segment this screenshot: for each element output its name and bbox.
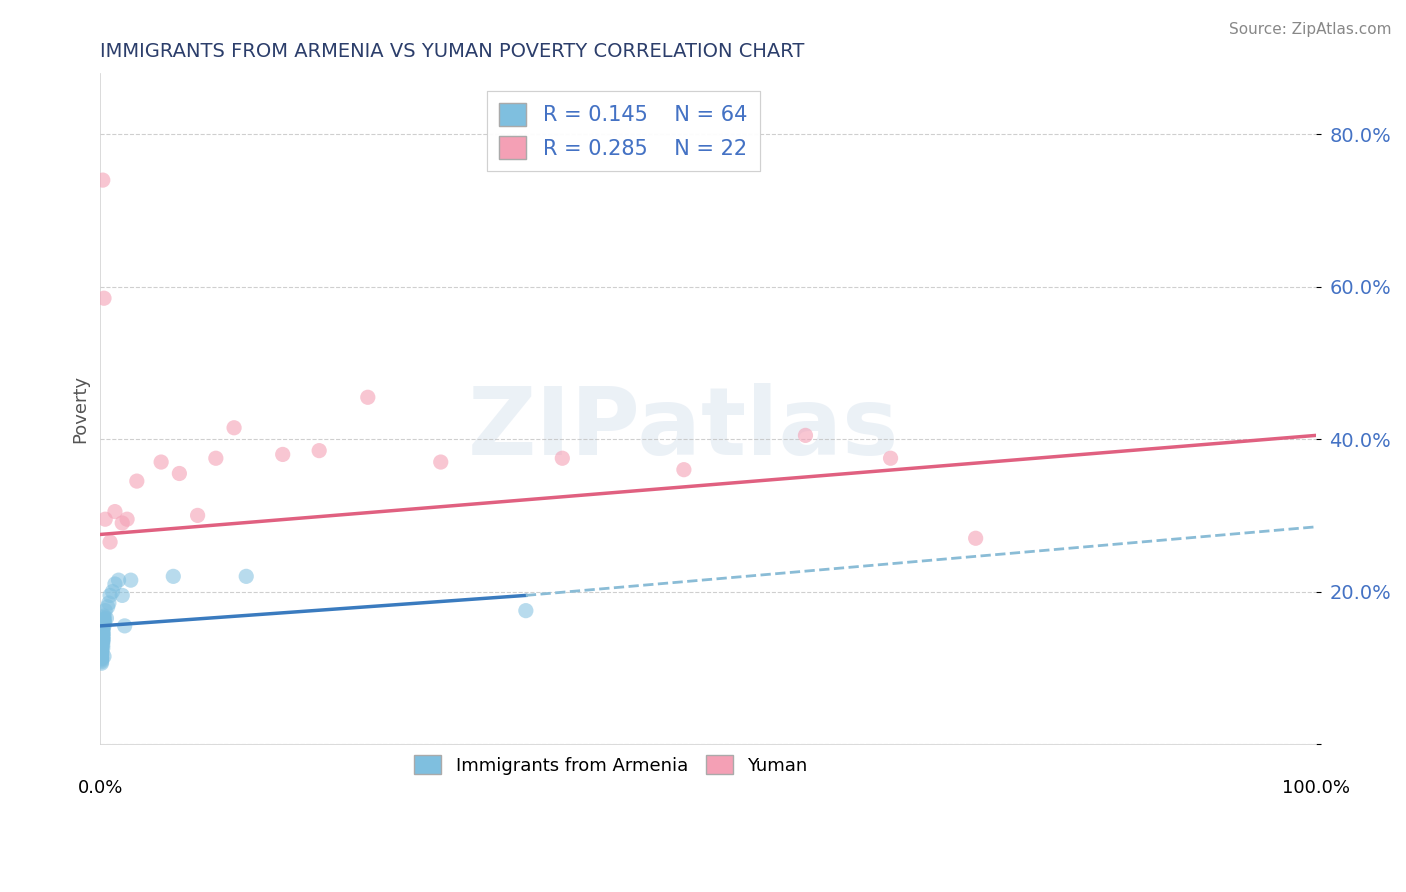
Point: [93, 291, 115, 305]
Point: [308, 443, 330, 458]
Point: [93, 615, 115, 629]
Text: IMMIGRANTS FROM ARMENIA VS YUMAN POVERTY CORRELATION CHART: IMMIGRANTS FROM ARMENIA VS YUMAN POVERTY…: [100, 42, 804, 61]
Point: [91, 618, 114, 632]
Point: [97, 596, 120, 610]
Point: [111, 588, 134, 602]
Point: [150, 455, 173, 469]
Point: [91, 630, 114, 644]
Point: [187, 508, 209, 523]
Point: [91, 632, 114, 646]
Point: [120, 573, 142, 587]
Point: [90, 641, 112, 656]
Point: [90, 626, 112, 640]
Point: [90, 646, 112, 660]
Point: [115, 512, 138, 526]
Point: [90, 651, 112, 665]
Point: [91, 627, 114, 641]
Point: [222, 421, 245, 435]
Point: [91, 630, 114, 644]
Point: [91, 632, 114, 646]
Y-axis label: Poverty: Poverty: [72, 375, 89, 442]
Text: ZIPatlas: ZIPatlas: [468, 383, 900, 475]
Point: [91, 625, 114, 640]
Point: [965, 531, 987, 545]
Point: [91, 633, 114, 648]
Point: [91, 638, 114, 652]
Text: 0.0%: 0.0%: [77, 779, 124, 797]
Point: [104, 577, 127, 591]
Point: [107, 573, 129, 587]
Point: [125, 474, 148, 488]
Point: [879, 451, 901, 466]
Point: [91, 640, 114, 655]
Point: [90, 644, 112, 658]
Point: [90, 655, 112, 669]
Point: [235, 569, 257, 583]
Point: [90, 636, 112, 650]
Point: [97, 599, 120, 614]
Point: [94, 512, 117, 526]
Point: [162, 569, 184, 583]
Point: [91, 627, 114, 641]
Point: [90, 650, 112, 665]
Point: [90, 648, 112, 663]
Point: [93, 649, 115, 664]
Point: [114, 619, 136, 633]
Point: [90, 644, 112, 658]
Point: [93, 614, 115, 628]
Point: [91, 624, 114, 639]
Point: [90, 640, 112, 654]
Point: [111, 516, 134, 530]
Point: [271, 447, 294, 461]
Point: [90, 651, 112, 665]
Point: [104, 505, 127, 519]
Point: [429, 455, 451, 469]
Point: [169, 467, 191, 481]
Legend: R = 0.145    N = 64, R = 0.285    N = 22: R = 0.145 N = 64, R = 0.285 N = 22: [486, 91, 759, 171]
Point: [93, 610, 115, 624]
Point: [90, 646, 112, 660]
Point: [93, 615, 115, 629]
Point: [93, 609, 115, 624]
Point: [90, 653, 112, 667]
Point: [93, 614, 115, 628]
Point: [90, 657, 112, 671]
Point: [794, 428, 817, 442]
Point: [672, 463, 695, 477]
Point: [90, 647, 112, 661]
Point: [551, 451, 574, 466]
Point: [98, 588, 121, 602]
Point: [94, 604, 117, 618]
Point: [91, 634, 114, 648]
Point: [357, 390, 380, 404]
Point: [90, 647, 112, 661]
Point: [93, 619, 115, 633]
Point: [101, 584, 124, 599]
Point: [91, 621, 114, 635]
Text: Source: ZipAtlas.com: Source: ZipAtlas.com: [1229, 22, 1392, 37]
Point: [91, 629, 114, 643]
Point: [205, 451, 228, 466]
Point: [96, 611, 118, 625]
Point: [91, 627, 114, 641]
Point: [91, 621, 114, 635]
Point: [91, 173, 114, 187]
Point: [93, 612, 115, 626]
Point: [91, 623, 114, 637]
Point: [93, 616, 115, 631]
Point: [90, 640, 112, 654]
Point: [91, 620, 114, 634]
Point: [515, 604, 537, 618]
Point: [91, 624, 114, 639]
Point: [98, 535, 121, 549]
Point: [91, 635, 114, 649]
Point: [90, 642, 112, 657]
Text: 100.0%: 100.0%: [1282, 779, 1350, 797]
